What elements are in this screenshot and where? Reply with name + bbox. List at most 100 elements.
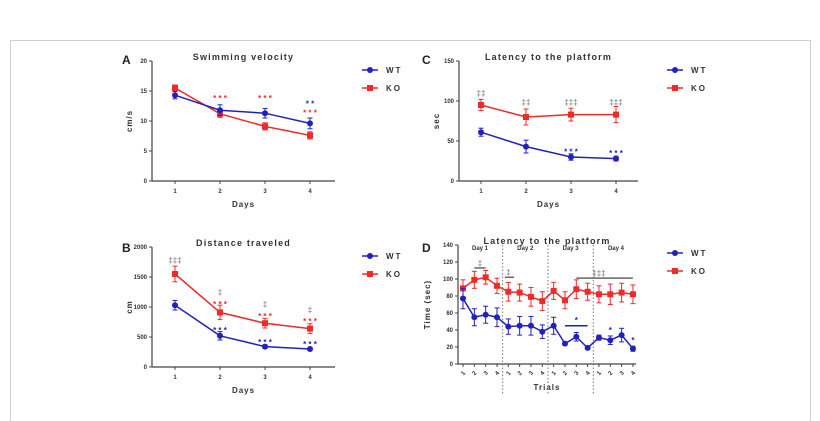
panel-C: C Latency to the platform 0 50 100 150 1 2 3 4 Day…: [422, 52, 707, 209]
data-point-KO: [493, 282, 500, 289]
significance-marker: *: [609, 326, 613, 335]
significance-marker: * *: [306, 100, 315, 109]
x-tick-label: 4: [494, 370, 501, 377]
chart-title: Distance traveled: [196, 238, 291, 248]
data-point-KO: [573, 286, 580, 293]
figure-frame: [10, 40, 811, 421]
x-tick-label: 4: [585, 370, 592, 377]
data-point-WT: [262, 110, 268, 117]
series-line-KO: [462, 276, 634, 302]
data-point-WT: [172, 302, 178, 309]
data-point-KO: [550, 287, 557, 294]
x-axis-label: Days: [232, 386, 255, 395]
x-tick-label: 2: [218, 375, 222, 381]
y-tick-label: 100: [444, 99, 455, 105]
y-axis-label: sec: [432, 113, 441, 129]
x-axis-label: Days: [232, 200, 255, 209]
y-tick-label: 20: [446, 345, 453, 351]
significance-marker: ‡‡‡: [564, 98, 577, 107]
x-tick-label: 4: [540, 370, 547, 377]
significance-marker: * * *: [213, 326, 228, 335]
day-group-label: Day 4: [608, 246, 625, 252]
legend-label: KO: [386, 270, 402, 279]
legend-marker-WT: [367, 253, 373, 259]
y-axis-label: cm/s: [125, 110, 134, 132]
significance-marker: ‡‡: [522, 98, 531, 107]
x-tick-label: 2: [472, 370, 479, 377]
series-line-KO: [480, 104, 616, 118]
significance-marker: ‡‡‡: [609, 98, 622, 107]
y-tick-label: 1000: [134, 305, 148, 311]
data-point-KO: [539, 298, 546, 305]
significance-marker: ‡‡‡: [168, 256, 181, 265]
legend-marker-KO: [672, 268, 678, 274]
legend-marker-KO: [367, 271, 373, 277]
significance-marker: * * *: [258, 94, 273, 103]
y-tick-label: 140: [443, 243, 454, 249]
legend-marker-KO: [672, 85, 678, 91]
data-point-WT: [217, 332, 223, 339]
x-tick-label: 2: [608, 370, 615, 377]
x-tick-label: 4: [308, 375, 312, 381]
x-tick-label: 3: [263, 375, 267, 381]
x-tick-label: 1: [460, 370, 467, 377]
series-line-KO: [174, 87, 311, 137]
data-point-KO: [629, 291, 636, 298]
day-group-label: Day 3: [563, 246, 580, 252]
legend-label: WT: [386, 66, 402, 75]
x-tick-label: 3: [619, 370, 626, 377]
y-tick-label: 20: [140, 59, 147, 65]
legend-label: KO: [691, 84, 707, 93]
data-point-WT: [307, 346, 313, 352]
x-tick-label: 1: [551, 370, 558, 377]
legend-label: WT: [691, 66, 707, 75]
data-point-WT: [527, 322, 534, 329]
data-point-WT: [550, 322, 557, 329]
data-point-WT: [561, 340, 568, 347]
data-point-KO: [613, 111, 619, 118]
x-tick-label: 4: [630, 370, 637, 377]
x-tick-label: 1: [506, 370, 513, 377]
y-axis-label: Time (sec): [423, 280, 432, 329]
x-tick-label: 3: [263, 189, 267, 195]
series-line-WT: [480, 131, 617, 160]
panel-label: B: [122, 241, 131, 255]
data-point-WT: [505, 323, 512, 330]
series-line-KO: [174, 273, 311, 330]
data-point-WT: [172, 92, 178, 99]
data-point-KO: [307, 132, 313, 139]
x-axis-label: Trials: [534, 383, 561, 392]
legend-label: WT: [691, 249, 707, 258]
legend-label: KO: [386, 84, 402, 93]
y-tick-label: 500: [137, 335, 148, 341]
y-tick-label: 5: [144, 149, 148, 155]
x-tick-label: 1: [173, 189, 177, 195]
data-point-WT: [613, 155, 619, 162]
significance-marker: *: [575, 316, 579, 325]
data-point-WT: [539, 328, 546, 335]
x-tick-label: 2: [218, 189, 222, 195]
data-point-WT: [618, 332, 625, 339]
data-point-WT: [471, 314, 478, 321]
y-tick-label: 0: [450, 362, 454, 368]
significance-marker: * * *: [609, 149, 624, 158]
data-point-WT: [629, 345, 636, 352]
x-tick-label: 4: [308, 189, 312, 195]
legend-marker-WT: [367, 67, 373, 73]
x-tick-label: 2: [524, 189, 528, 195]
series-line-WT: [462, 298, 634, 350]
legend-label: KO: [691, 267, 707, 276]
y-tick-label: 2000: [134, 245, 148, 251]
significance-marker: *: [631, 336, 635, 345]
significance-marker: * * *: [258, 312, 273, 321]
data-point-WT: [607, 337, 614, 344]
significance-marker: * * *: [564, 147, 579, 156]
significance-marker: * * *: [213, 94, 228, 103]
significance-marker: ‡: [308, 305, 312, 314]
data-point-WT: [478, 129, 484, 136]
data-point-WT: [573, 333, 580, 340]
data-point-WT: [568, 154, 574, 160]
significance-marker: ‡: [263, 300, 267, 309]
data-point-WT: [482, 311, 489, 318]
y-tick-label: 60: [446, 311, 453, 317]
